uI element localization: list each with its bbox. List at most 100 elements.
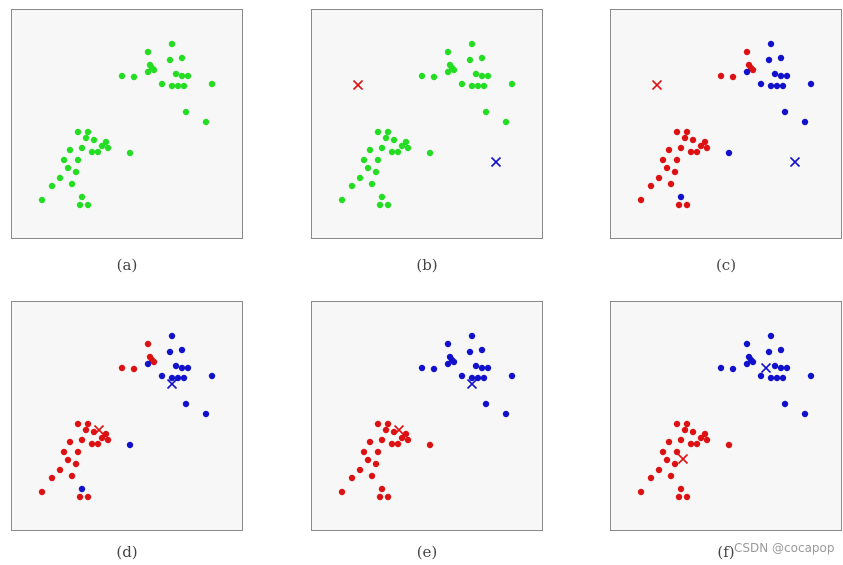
data-point <box>474 82 482 90</box>
centroid-marker-2 <box>490 156 502 168</box>
data-point <box>404 144 412 152</box>
data-point <box>360 448 368 456</box>
data-point <box>78 193 86 201</box>
data-point <box>180 82 188 90</box>
data-point <box>689 428 697 436</box>
data-point <box>675 201 683 209</box>
data-point <box>677 436 685 444</box>
data-point <box>338 196 346 204</box>
data-point <box>673 448 681 456</box>
data-point <box>98 142 106 150</box>
data-point <box>376 201 384 209</box>
data-point <box>60 156 68 164</box>
data-point <box>781 108 789 116</box>
data-point <box>484 364 492 372</box>
scatter-plot-e <box>338 332 516 501</box>
data-point <box>693 148 701 156</box>
caption-c: (c) <box>715 256 737 274</box>
data-point <box>777 54 785 62</box>
scatter-panel-f <box>610 301 842 531</box>
data-point <box>472 362 480 370</box>
data-point <box>779 374 787 382</box>
data-point <box>468 374 476 382</box>
centroid-marker-1 <box>352 79 364 91</box>
data-point <box>78 485 86 493</box>
data-point <box>68 180 76 188</box>
data-point <box>364 164 372 172</box>
data-point <box>168 40 176 48</box>
data-point <box>84 128 92 136</box>
data-point <box>88 148 96 156</box>
data-point <box>364 456 372 464</box>
centroid-marker-2 <box>166 378 178 390</box>
data-point <box>671 168 679 176</box>
data-point <box>807 372 815 380</box>
data-point <box>480 374 488 382</box>
data-point <box>94 148 102 156</box>
scatter-panel-d <box>11 301 243 531</box>
data-point <box>68 472 76 480</box>
data-point <box>508 372 516 380</box>
scatter-panel-a <box>11 9 243 239</box>
data-point <box>118 364 126 372</box>
data-point <box>168 374 176 382</box>
data-point <box>102 430 110 438</box>
data-point <box>482 108 490 116</box>
data-point <box>56 174 64 182</box>
data-point <box>801 410 809 418</box>
data-point <box>725 149 733 157</box>
data-point <box>779 82 787 90</box>
data-point <box>372 168 380 176</box>
data-point <box>677 193 685 201</box>
data-point <box>66 438 74 446</box>
data-point <box>374 156 382 164</box>
data-point <box>402 138 410 146</box>
data-point <box>725 441 733 449</box>
data-point <box>72 460 80 468</box>
data-point <box>144 68 152 76</box>
data-point <box>743 360 751 368</box>
data-point <box>366 146 374 154</box>
data-point <box>78 144 86 152</box>
data-point <box>418 364 426 372</box>
data-point <box>368 180 376 188</box>
data-point <box>468 40 476 48</box>
data-point <box>382 426 390 434</box>
data-point <box>502 118 510 126</box>
data-point <box>64 164 72 172</box>
data-point <box>468 82 476 90</box>
centroid-marker-1 <box>677 453 689 465</box>
data-point <box>655 466 663 474</box>
data-point <box>444 68 452 76</box>
data-point <box>118 72 126 80</box>
data-point <box>360 156 368 164</box>
data-point <box>74 448 82 456</box>
data-point <box>338 488 346 496</box>
data-point <box>84 420 92 428</box>
data-point <box>398 142 406 150</box>
data-point <box>478 364 486 372</box>
data-point <box>480 82 488 90</box>
data-point <box>388 440 396 448</box>
data-point <box>757 80 765 88</box>
data-point <box>767 82 775 90</box>
data-point <box>659 448 667 456</box>
data-point <box>378 485 386 493</box>
data-point <box>356 174 364 182</box>
data-point <box>484 72 492 80</box>
caption-e: (e) <box>416 543 438 561</box>
data-point <box>404 436 412 444</box>
data-point <box>144 360 152 368</box>
data-point <box>472 70 480 78</box>
data-point <box>767 374 775 382</box>
data-point <box>667 472 675 480</box>
data-point <box>673 128 681 136</box>
data-point <box>450 358 458 366</box>
caption-b: (b) <box>416 256 438 274</box>
data-point <box>158 372 166 380</box>
centroid-marker-1 <box>93 424 105 436</box>
data-point <box>717 364 725 372</box>
scatter-plot-a <box>38 40 216 209</box>
data-point <box>368 472 376 480</box>
data-point <box>647 182 655 190</box>
